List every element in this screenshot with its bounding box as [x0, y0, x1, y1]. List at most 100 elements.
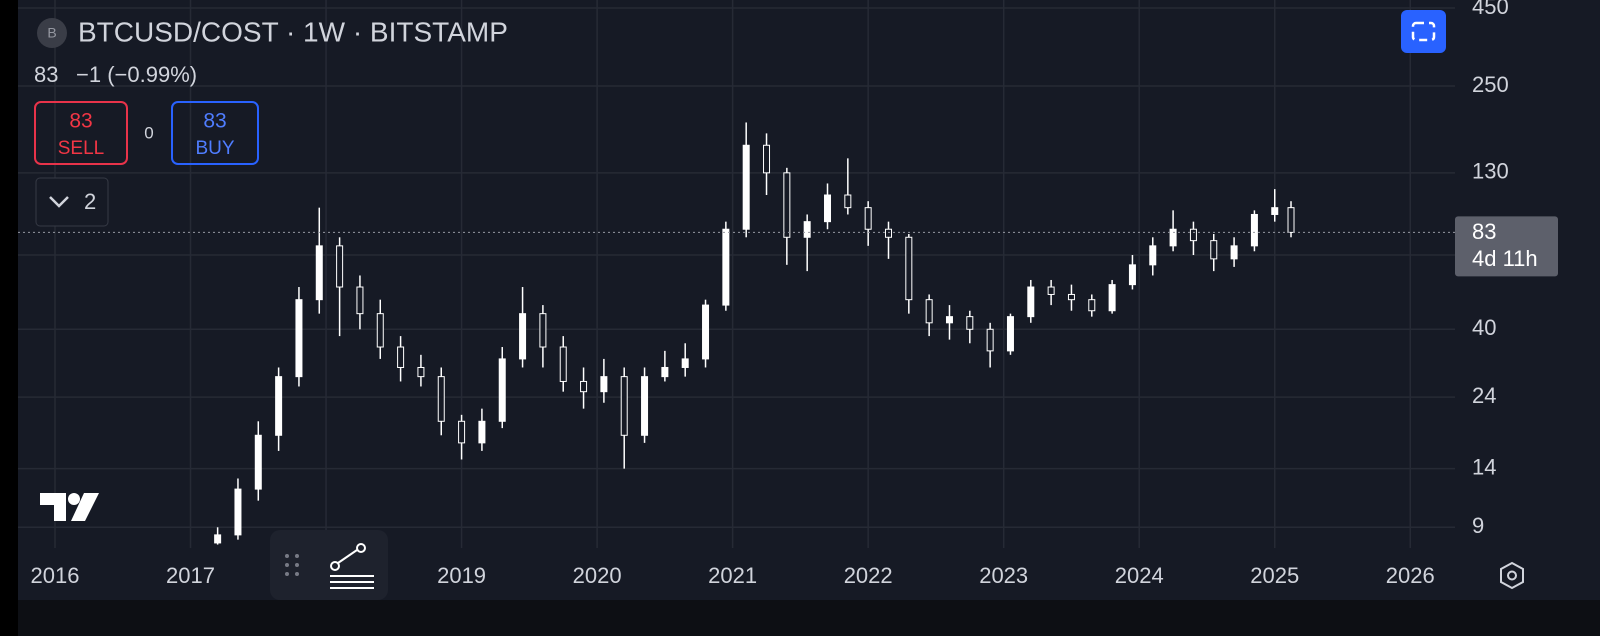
- settings-icon-center: [1507, 570, 1517, 581]
- candle-body: [803, 221, 811, 238]
- candle-body: [1189, 228, 1197, 242]
- candle-body: [580, 380, 588, 393]
- last-price: 83: [34, 62, 58, 87]
- candle-body: [498, 358, 506, 422]
- indicators-toggle[interactable]: [35, 177, 109, 227]
- candle-body: [376, 313, 384, 348]
- sell-button[interactable]: [34, 101, 128, 165]
- buy-button[interactable]: [171, 101, 259, 165]
- y-tick-label: 130: [1472, 159, 1509, 184]
- candle-body: [397, 346, 405, 368]
- last-price-badge: [1455, 216, 1558, 277]
- candle-body: [539, 313, 547, 348]
- x-tick-label: 2026: [1386, 563, 1435, 588]
- candle-body: [1210, 240, 1218, 260]
- chart-background: [18, 0, 1600, 600]
- candle-body: [905, 236, 913, 301]
- spread: 0: [144, 123, 153, 142]
- candle-body: [519, 313, 527, 360]
- x-tick-label: 2021: [708, 563, 757, 588]
- candle-body: [1271, 207, 1279, 215]
- candle-body: [824, 194, 832, 223]
- candle-body: [1169, 228, 1177, 247]
- candle-body: [1230, 245, 1238, 260]
- grid: [18, 0, 1455, 548]
- candle-body: [783, 172, 791, 238]
- axes: 9142440701302504502016201720182019202020…: [31, 0, 1509, 588]
- buy-label: BUY: [195, 138, 234, 159]
- candle-body: [1027, 286, 1035, 318]
- x-tick-label: 2025: [1250, 563, 1299, 588]
- indicators-count: 2: [84, 189, 96, 214]
- x-tick-label: 2023: [979, 563, 1028, 588]
- candle-body: [356, 286, 364, 315]
- candle-body: [275, 376, 283, 436]
- tradingview-logo: [40, 493, 99, 521]
- candle-body: [661, 366, 669, 378]
- chevron-icon: [49, 196, 69, 208]
- x-tick-label: 2024: [1115, 563, 1164, 588]
- candle-body: [1067, 293, 1075, 301]
- candle-body: [763, 144, 771, 174]
- x-tick-label: 2017: [166, 563, 215, 588]
- candle-body: [437, 376, 445, 422]
- candle-body: [966, 316, 974, 330]
- candle-body: [254, 434, 262, 490]
- y-tick-label: 450: [1472, 0, 1509, 19]
- candle-body: [702, 304, 710, 360]
- settings-icon[interactable]: [1500, 561, 1524, 590]
- sell-label: SELL: [58, 138, 104, 159]
- x-tick-label: 2019: [437, 563, 486, 588]
- drag-handle: [285, 554, 299, 576]
- candle-body: [641, 376, 649, 436]
- candle-body: [295, 299, 303, 378]
- sell-price: 83: [69, 110, 92, 133]
- candle-body: [1287, 207, 1295, 233]
- y-tick-label: 24: [1472, 383, 1496, 408]
- candle-body: [1006, 316, 1014, 352]
- candle-body: [925, 299, 933, 324]
- candle-body: [681, 358, 689, 368]
- fullscreen-icon: [1411, 21, 1436, 42]
- y-tick-label: 9: [1472, 513, 1484, 538]
- candle-body: [600, 376, 608, 393]
- candle-body: [620, 376, 628, 436]
- candle-body: [1088, 299, 1096, 312]
- x-tick-label: 2022: [844, 563, 893, 588]
- last-price-label: 83: [1472, 219, 1496, 244]
- candle-body: [1108, 284, 1116, 312]
- candle-body: [458, 420, 466, 444]
- candle-body: [1149, 245, 1157, 266]
- candle-body: [844, 194, 852, 209]
- candle-body: [478, 420, 486, 444]
- candle-body: [559, 346, 567, 382]
- y-tick-label: 14: [1472, 454, 1496, 479]
- symbol-letter: B: [47, 25, 56, 41]
- candle-body: [336, 245, 344, 288]
- candle-body: [986, 328, 994, 352]
- plot: [18, 122, 1455, 545]
- x-tick-label: 2016: [31, 563, 80, 588]
- candle-body: [315, 245, 323, 301]
- chart-title: BTCUSD/COST · 1W · BITSTAMP: [78, 16, 508, 47]
- candle-body: [945, 316, 953, 324]
- buy-price: 83: [203, 110, 226, 133]
- x-tick-label: 2020: [573, 563, 622, 588]
- y-tick-label: 250: [1472, 72, 1509, 97]
- y-tick-label: 40: [1472, 315, 1496, 340]
- candle-body: [1047, 286, 1055, 295]
- symbol-icon: [37, 18, 67, 48]
- bar-countdown: 4d 11h: [1472, 246, 1538, 271]
- candle-body: [234, 488, 242, 536]
- fullscreen-button[interactable]: [1401, 10, 1446, 53]
- drawing-tool-icon[interactable]: [330, 543, 374, 589]
- price-change: −1 (−0.99%): [76, 62, 197, 87]
- candle-body: [1128, 264, 1136, 286]
- candle-body: [864, 207, 872, 230]
- candle-body: [214, 534, 222, 544]
- candle-body: [722, 228, 730, 306]
- candle-body: [1250, 213, 1258, 247]
